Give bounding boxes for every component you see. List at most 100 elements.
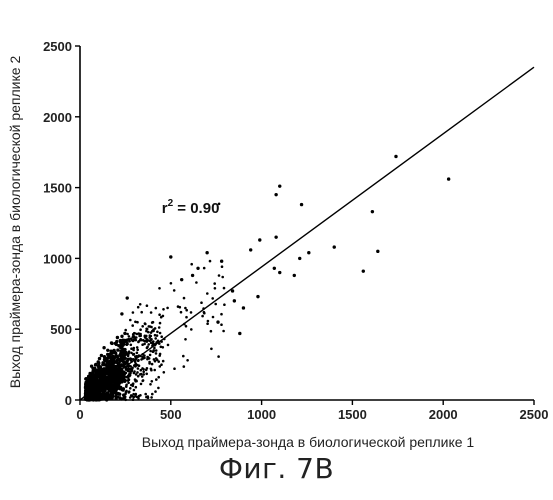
y-tick-label: 1500 (43, 181, 72, 196)
data-point (109, 350, 112, 353)
data-point (132, 340, 135, 343)
data-point (394, 155, 397, 158)
data-point (110, 366, 113, 369)
data-point (274, 193, 277, 196)
data-point (173, 289, 176, 292)
data-point (126, 358, 129, 361)
data-point (160, 335, 163, 338)
data-point (278, 184, 281, 187)
data-point (191, 274, 194, 277)
data-point (190, 263, 193, 266)
data-point (112, 355, 115, 358)
data-point (94, 363, 97, 366)
data-point (134, 395, 137, 398)
data-point (103, 355, 106, 358)
data-point (97, 364, 100, 367)
data-point (142, 373, 145, 376)
data-point (133, 347, 136, 350)
data-point (166, 307, 169, 310)
data-point (141, 343, 144, 346)
data-point (144, 393, 147, 396)
data-point (120, 335, 123, 338)
data-point (182, 355, 185, 358)
data-point (123, 379, 126, 382)
data-point (141, 380, 144, 383)
data-point (139, 394, 142, 397)
data-point (138, 364, 141, 367)
data-point (134, 336, 137, 339)
data-point (100, 354, 103, 357)
data-point (183, 365, 186, 368)
data-point (140, 339, 143, 342)
data-point (214, 303, 217, 306)
data-point (147, 343, 150, 346)
figure-caption: Фиг. 7B (0, 452, 553, 485)
data-point (180, 311, 183, 314)
data-point (148, 362, 151, 365)
data-point (159, 332, 162, 335)
data-point (211, 297, 214, 300)
data-points (126, 155, 451, 335)
data-point (128, 335, 131, 338)
data-point (118, 374, 121, 377)
data-point (137, 341, 140, 344)
r-squared-annotation: r2 = 0.90 (162, 198, 220, 217)
data-point (134, 363, 137, 366)
data-point (183, 297, 186, 300)
data-point (242, 306, 245, 309)
data-point (160, 346, 163, 349)
data-point (140, 383, 143, 386)
data-point (186, 359, 189, 362)
data-point (158, 326, 161, 329)
data-point (101, 363, 104, 366)
data-point (155, 349, 158, 352)
data-point (134, 378, 137, 381)
data-point (110, 342, 113, 345)
y-tick-label: 2500 (43, 39, 72, 54)
data-point (114, 389, 117, 392)
data-point (141, 356, 144, 359)
data-point (146, 339, 149, 342)
data-point (156, 331, 159, 334)
data-point (216, 320, 219, 323)
data-point (159, 365, 162, 368)
data-point (158, 287, 161, 290)
data-point (218, 274, 221, 277)
data-point (130, 347, 133, 350)
data-point (180, 278, 183, 281)
data-point (184, 307, 187, 310)
x-tick-label: 1000 (247, 407, 276, 422)
data-point (307, 251, 310, 254)
data-point (217, 355, 220, 358)
data-point (149, 383, 152, 386)
data-point (220, 260, 223, 263)
data-point (139, 328, 142, 331)
data-point (185, 325, 188, 328)
data-point (116, 348, 119, 351)
data-point (223, 303, 226, 306)
data-point (151, 380, 154, 383)
data-point (123, 395, 126, 398)
fit-line (80, 67, 534, 400)
data-point (153, 369, 156, 372)
y-tick-label: 1000 (43, 251, 72, 266)
y-axis-label: Выход праймера-зонда в биологической реп… (7, 56, 23, 389)
data-point (333, 245, 336, 248)
data-point (137, 306, 140, 309)
y-tick-label: 0 (65, 393, 72, 408)
data-point (150, 326, 153, 329)
data-point (278, 271, 281, 274)
data-point (249, 248, 252, 251)
data-point (141, 375, 144, 378)
data-point (85, 389, 88, 392)
data-point (102, 346, 105, 349)
data-point (206, 322, 209, 325)
data-point (233, 299, 236, 302)
data-point (156, 334, 159, 337)
data-point (130, 384, 133, 387)
data-point (150, 338, 153, 341)
data-point (123, 332, 126, 335)
data-point (117, 378, 120, 381)
data-point (106, 349, 109, 352)
data-point (298, 257, 301, 260)
